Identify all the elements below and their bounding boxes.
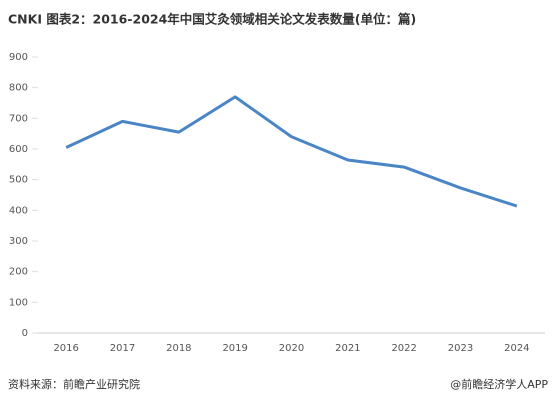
y-tick-label: 100 [9,297,28,308]
x-tick-label: 2019 [222,343,247,354]
y-tick-label: 700 [9,113,28,124]
y-tick-label: 0 [22,328,28,339]
y-tick-label: 600 [9,144,28,155]
y-tick-label: 500 [9,175,28,186]
y-tick-label: 300 [9,236,28,247]
x-tick-label: 2017 [110,343,135,354]
y-tick-label: 400 [9,205,28,216]
source: 资料来源：前瞻产业研究院 [8,377,140,391]
x-tick-label: 2016 [53,343,78,354]
y-tick-label: 800 [9,83,28,94]
x-tick-label: 2023 [448,343,473,354]
credit: @前瞻经济学人APP [450,377,548,391]
y-tick-label: 200 [9,267,28,278]
x-tick-label: 2020 [279,343,304,354]
x-tick-label: 2024 [504,343,529,354]
x-tick-label: 2022 [391,343,416,354]
y-tick-label: 900 [9,52,28,63]
data-line [65,95,518,208]
x-tick-label: 2018 [166,343,191,354]
chart-title: CNKI 图表2：2016-2024年中国艾灸领域相关论文发表数量(单位：篇) [8,12,416,27]
x-tick-label: 2021 [335,343,360,354]
